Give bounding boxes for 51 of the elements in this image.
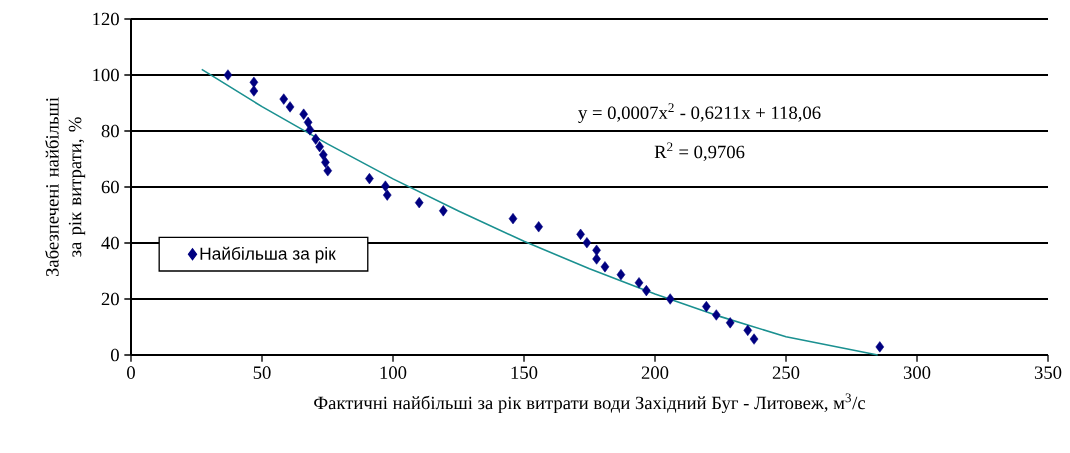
x-tick-label: 100 <box>380 366 407 379</box>
point <box>285 101 295 113</box>
y-tick-label: 0 <box>111 348 119 362</box>
point <box>875 341 885 353</box>
point <box>749 333 759 345</box>
point <box>315 141 324 153</box>
point <box>323 165 333 177</box>
point <box>249 85 259 97</box>
point <box>305 124 315 136</box>
point <box>223 69 233 81</box>
point <box>600 261 610 273</box>
y-tick-label: 60 <box>101 180 119 194</box>
point <box>311 133 320 145</box>
point <box>249 76 259 88</box>
point <box>414 197 424 209</box>
y-axis-title: Забезпечені найбільші за рік витрати, % <box>45 97 86 277</box>
point <box>582 237 592 249</box>
y-tick-label: 20 <box>101 292 119 306</box>
x-axis-title: Фактичні найбільші за рік витрати води Західний Буг - Литовеж, м$^{3}$/с <box>314 393 866 414</box>
point <box>299 108 308 120</box>
point <box>381 180 390 192</box>
x-tick-label: 300 <box>903 366 931 379</box>
point <box>321 156 330 168</box>
x-tick-label: 150 <box>511 366 538 379</box>
point <box>576 228 585 240</box>
point <box>592 244 601 256</box>
point <box>743 324 753 336</box>
point <box>712 309 721 321</box>
point <box>634 277 644 289</box>
x-tick-label: 200 <box>641 366 669 379</box>
point <box>534 221 543 233</box>
x-tick-label: 0 <box>127 366 135 379</box>
x-tick-label: 50 <box>253 366 271 379</box>
point <box>279 93 289 105</box>
point <box>319 149 328 161</box>
point <box>592 253 601 265</box>
x-tick-label: 350 <box>1034 366 1062 379</box>
y-tick-label: 80 <box>101 124 119 138</box>
point <box>665 293 675 305</box>
annotation: R$^{2}$ = 0,9706 <box>654 142 745 161</box>
point <box>382 189 392 201</box>
y-tick-label: 120 <box>93 12 119 26</box>
point <box>616 269 626 281</box>
y-tick-label: 40 <box>101 236 119 250</box>
y-tick-label: 100 <box>93 68 119 82</box>
annotation: y = 0,0007x$^{2}$ - 0,6211x + 118,06 <box>578 103 821 123</box>
point <box>725 317 735 329</box>
point <box>508 213 518 225</box>
legend-label: Найбільша за рік <box>200 246 336 264</box>
point <box>439 205 448 217</box>
x-tick-label: 250 <box>772 366 800 379</box>
